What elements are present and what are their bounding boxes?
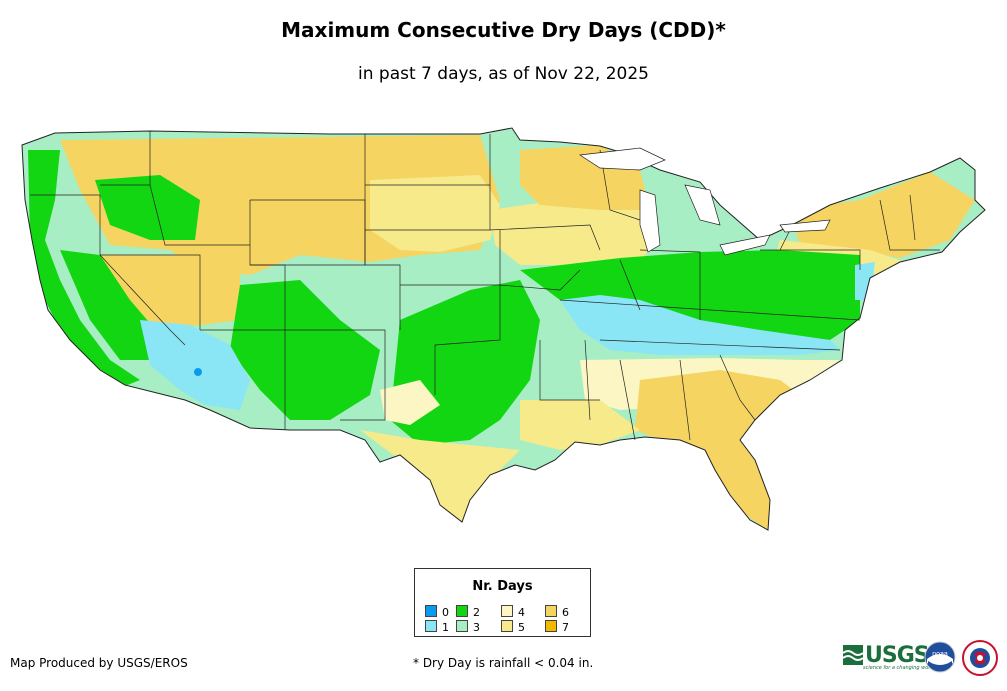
zone-4-texas <box>380 380 440 425</box>
zone-2-idaho <box>95 175 200 240</box>
zone-2-california <box>60 250 160 360</box>
great-lakes <box>578 147 831 256</box>
legend-swatch-7 <box>545 620 557 632</box>
lake-michigan <box>639 189 661 253</box>
legend-label-4: 4 <box>518 606 525 619</box>
zone-6-georgia-florida <box>635 370 800 530</box>
legend-label-7: 7 <box>562 621 569 634</box>
legend: Nr. Days 0 1 2 3 4 5 6 7 <box>414 568 591 637</box>
lake-ontario <box>779 219 831 233</box>
legend-swatch-3 <box>456 620 468 632</box>
zone-1-southwest <box>140 320 250 410</box>
legend-item-5: 5 <box>501 620 525 634</box>
zone-5-plains <box>370 175 500 252</box>
zone-5-midwest <box>490 200 660 265</box>
usgs-logo-text: USGS <box>865 643 930 668</box>
lake-erie <box>719 234 771 256</box>
noaa-logo-text: noaa <box>932 651 948 658</box>
legend-label-1: 1 <box>442 621 449 634</box>
legend-item-1: 1 <box>425 620 449 634</box>
legend-item-4: 4 <box>501 605 525 619</box>
legend-item-6: 6 <box>545 605 569 619</box>
zone-2-four-corners <box>230 280 380 420</box>
noaa-logo[interactable]: noaa <box>924 641 956 673</box>
legend-label-6: 6 <box>562 606 569 619</box>
zone-6-northeast <box>790 172 975 258</box>
legend-title: Nr. Days <box>472 579 533 594</box>
legend-item-7: 7 <box>545 620 569 634</box>
legend-item-3: 3 <box>456 620 480 634</box>
usgs-tagline: science for a changing world <box>863 665 935 671</box>
legend-label-5: 5 <box>518 621 525 634</box>
legend-item-0: 0 <box>425 605 449 619</box>
legend-swatch-2 <box>456 605 468 617</box>
zone-1-nj <box>855 262 875 300</box>
map-subtitle: in past 7 days, as of Nov 22, 2025 <box>358 64 649 84</box>
usgs-logo[interactable]: USGS science for a changing world <box>843 643 935 671</box>
map-title: Maximum Consecutive Dry Days (CDD)* <box>281 18 726 42</box>
nws-logo[interactable] <box>962 640 998 676</box>
legend-label-3: 3 <box>473 621 480 634</box>
zone-5-texas <box>360 430 520 522</box>
legend-swatch-1 <box>425 620 437 632</box>
zone-1-tennessee <box>560 295 840 355</box>
dry-days-raster <box>22 128 985 530</box>
usgs-wave-icon <box>843 645 863 665</box>
legend-swatch-5 <box>501 620 513 632</box>
legend-label-2: 2 <box>473 606 480 619</box>
zone-0-arizona <box>194 368 202 376</box>
legend-swatch-4 <box>501 605 513 617</box>
legend-item-2: 2 <box>456 605 480 619</box>
legend-swatch-0 <box>425 605 437 617</box>
lake-huron <box>684 184 721 226</box>
lake-superior <box>578 147 666 171</box>
legend-swatch-6 <box>545 605 557 617</box>
footnote-text: * Dry Day is rainfall < 0.04 in. <box>413 656 594 670</box>
legend-label-0: 0 <box>442 606 449 619</box>
state-boundaries <box>30 131 940 441</box>
zone-2-west-coast <box>28 150 140 388</box>
zone-2-ohio-valley <box>520 250 860 340</box>
zone-5-gulf <box>520 400 640 450</box>
credit-text: Map Produced by USGS/EROS <box>10 656 188 670</box>
